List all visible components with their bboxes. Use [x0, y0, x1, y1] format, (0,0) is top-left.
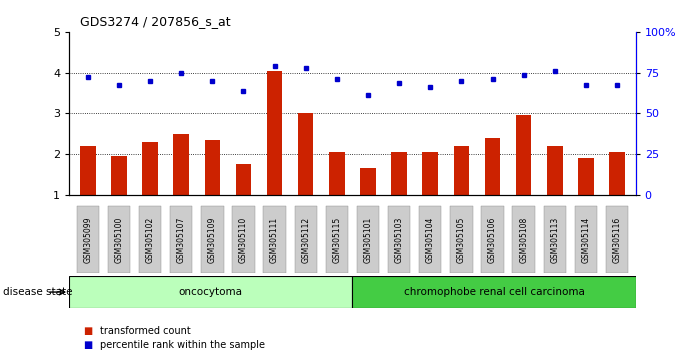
Text: GSM305100: GSM305100 [115, 216, 124, 263]
Text: GSM305108: GSM305108 [519, 216, 528, 263]
Text: GSM305114: GSM305114 [581, 216, 590, 263]
FancyBboxPatch shape [294, 206, 317, 273]
Bar [391, 152, 407, 195]
Bar [329, 152, 345, 195]
Text: GSM305112: GSM305112 [301, 216, 310, 263]
Bar [547, 146, 562, 195]
Bar [516, 115, 531, 195]
Text: percentile rank within the sample: percentile rank within the sample [100, 340, 265, 350]
Text: GDS3274 / 207856_s_at: GDS3274 / 207856_s_at [80, 15, 231, 28]
Text: ■: ■ [83, 326, 92, 336]
Bar [578, 158, 594, 195]
FancyBboxPatch shape [544, 206, 566, 273]
FancyBboxPatch shape [69, 276, 352, 308]
FancyBboxPatch shape [263, 206, 286, 273]
Text: oncocytoma: oncocytoma [179, 287, 243, 297]
Text: GSM305099: GSM305099 [84, 216, 93, 263]
Bar [484, 138, 500, 195]
FancyBboxPatch shape [139, 206, 161, 273]
Text: GSM305110: GSM305110 [239, 216, 248, 263]
Bar [142, 142, 158, 195]
Text: GSM305115: GSM305115 [332, 216, 341, 263]
Text: GSM305106: GSM305106 [488, 216, 497, 263]
Text: GSM305103: GSM305103 [395, 216, 404, 263]
Bar [111, 156, 126, 195]
Text: GSM305109: GSM305109 [208, 216, 217, 263]
Text: transformed count: transformed count [100, 326, 191, 336]
Bar [267, 70, 283, 195]
FancyBboxPatch shape [606, 206, 628, 273]
Text: GSM305111: GSM305111 [270, 216, 279, 263]
Bar [298, 113, 314, 195]
FancyBboxPatch shape [419, 206, 442, 273]
Text: GSM305104: GSM305104 [426, 216, 435, 263]
Bar [360, 168, 376, 195]
Bar [205, 140, 220, 195]
Text: GSM305113: GSM305113 [550, 216, 559, 263]
FancyBboxPatch shape [201, 206, 223, 273]
FancyBboxPatch shape [108, 206, 130, 273]
Text: GSM305107: GSM305107 [177, 216, 186, 263]
FancyBboxPatch shape [232, 206, 255, 273]
FancyBboxPatch shape [352, 276, 636, 308]
Bar [453, 146, 469, 195]
FancyBboxPatch shape [170, 206, 192, 273]
FancyBboxPatch shape [77, 206, 99, 273]
FancyBboxPatch shape [482, 206, 504, 273]
Text: GSM305105: GSM305105 [457, 216, 466, 263]
Bar [236, 164, 252, 195]
Text: disease state: disease state [3, 287, 73, 297]
Bar [609, 152, 625, 195]
Bar [422, 152, 438, 195]
Bar [80, 146, 95, 195]
Text: ■: ■ [83, 340, 92, 350]
FancyBboxPatch shape [450, 206, 473, 273]
FancyBboxPatch shape [325, 206, 348, 273]
Text: chromophobe renal cell carcinoma: chromophobe renal cell carcinoma [404, 287, 585, 297]
Text: GSM305116: GSM305116 [612, 216, 621, 263]
FancyBboxPatch shape [575, 206, 597, 273]
Text: GSM305102: GSM305102 [146, 216, 155, 263]
Bar [173, 133, 189, 195]
FancyBboxPatch shape [513, 206, 535, 273]
FancyBboxPatch shape [388, 206, 410, 273]
Text: GSM305101: GSM305101 [363, 216, 372, 263]
FancyBboxPatch shape [357, 206, 379, 273]
